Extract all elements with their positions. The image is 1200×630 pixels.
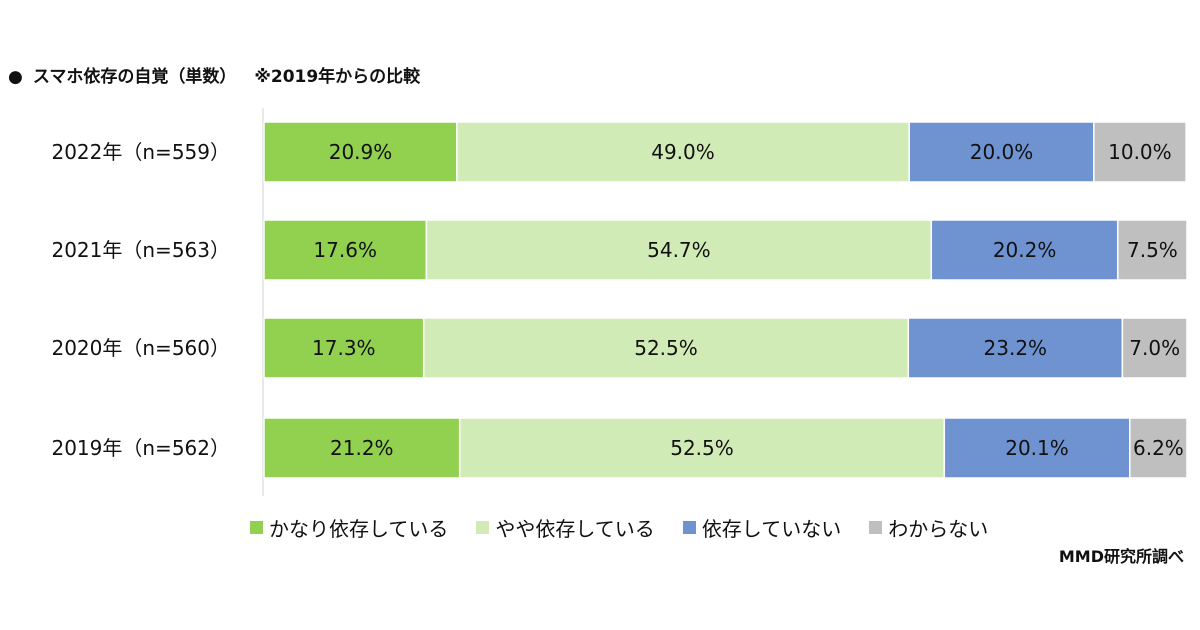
bar-segment (422, 317, 910, 379)
category-label: 2019年（n=562） (51, 436, 230, 460)
bar-segment (263, 121, 458, 183)
data-label: 20.1% (1005, 436, 1069, 460)
bar-segment (1117, 219, 1188, 281)
bar-segment (263, 417, 461, 479)
data-label: 17.6% (313, 238, 377, 262)
data-label: 49.0% (651, 140, 715, 164)
data-label: 20.9% (329, 140, 393, 164)
legend: かなり依存している やや依存している 依存していない わからない (250, 513, 988, 542)
bar-segment (425, 219, 933, 281)
data-label: 52.5% (634, 336, 698, 360)
category-label: 2021年（n=563） (51, 238, 230, 262)
legend-swatch-heavy (250, 521, 263, 534)
data-label: 7.5% (1127, 238, 1178, 262)
title-note: ※2019年からの比較 (254, 67, 421, 87)
bar-segment (1093, 121, 1187, 183)
chart-title: ● スマホ依存の自覚（単数） ※2019年からの比較 (8, 62, 420, 87)
legend-label-somewhat: やや依存している (495, 517, 655, 541)
data-label: 54.7% (647, 238, 711, 262)
legend-label-not: 依存していない (701, 517, 842, 541)
title-text: スマホ依存の自覚（単数） (32, 67, 237, 87)
data-label: 6.2% (1133, 436, 1184, 460)
legend-label-heavy: かなり依存している (269, 517, 449, 541)
source-credit: MMD研究所調べ (1058, 547, 1184, 566)
legend-swatch-somewhat (476, 521, 490, 534)
bar-segment (263, 317, 425, 379)
data-label: 20.0% (970, 140, 1034, 164)
bar-segment (458, 417, 946, 479)
bar-segment (907, 317, 1124, 379)
data-label: 23.2% (984, 336, 1048, 360)
data-label: 17.3% (312, 336, 376, 360)
category-label: 2022年（n=559） (51, 140, 230, 164)
data-label: 10.0% (1108, 140, 1172, 164)
bar-segment (930, 219, 1119, 281)
legend-label-unknown: わからない (888, 517, 989, 541)
legend-item-not: 依存していない (682, 513, 842, 542)
data-label: 20.2% (993, 238, 1057, 262)
data-label: 52.5% (670, 436, 734, 460)
bar-segment (263, 219, 428, 281)
category-label: 2020年（n=560） (51, 336, 230, 360)
data-label: 7.0% (1129, 336, 1180, 360)
legend-swatch-not (682, 521, 696, 534)
bullet-icon: ● (8, 67, 23, 87)
legend-swatch-unknown (869, 521, 883, 534)
bar-segment (1121, 317, 1188, 379)
bar-segment (1129, 417, 1188, 479)
legend-item-somewhat: やや依存している (476, 513, 655, 542)
legend-item-heavy: かなり依存している (250, 513, 448, 542)
legend-item-unknown: わからない (869, 513, 988, 542)
stacked-bar-chart: 2022年（n=559） 20.9% 49.0% 20.0% 10.0% 2021年（n=… (51, 108, 1188, 496)
data-label: 21.2% (330, 436, 394, 460)
